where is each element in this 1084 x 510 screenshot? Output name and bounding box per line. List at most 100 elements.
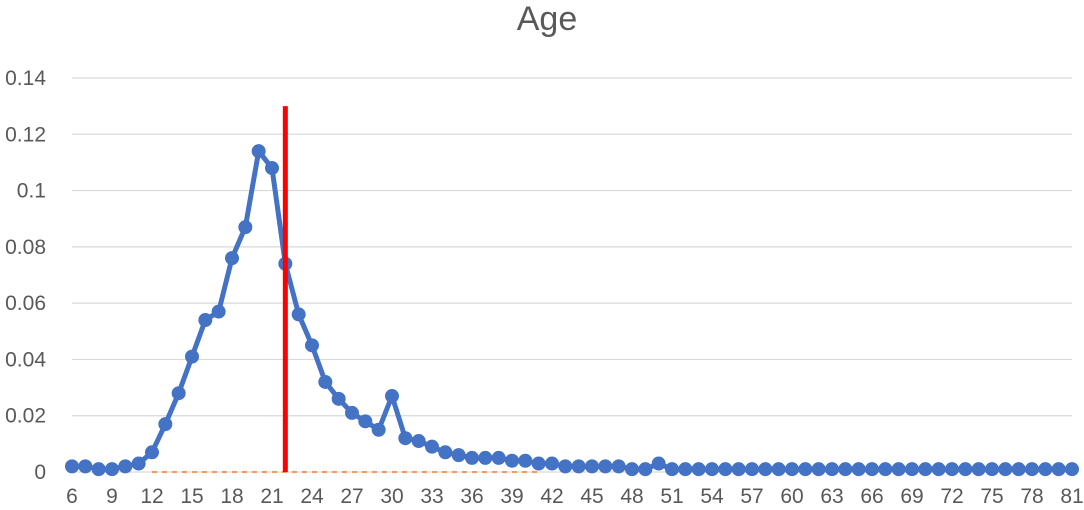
data-point [171,386,186,401]
data-point [291,307,306,322]
data-point [145,445,159,460]
y-tick-label: 0.1 [17,180,46,203]
data-point [638,462,653,477]
x-tick-label: 36 [460,485,483,508]
series-layer [65,144,1079,477]
data-point [731,462,746,477]
data-point [758,462,773,477]
x-tick-label: 63 [820,485,843,508]
data-point [851,462,866,477]
data-point [958,462,973,477]
data-point [465,450,479,465]
data-point [705,462,719,477]
y-tick-label: 0.02 [5,405,46,428]
data-point [611,459,626,474]
data-point [1051,462,1066,477]
data-point [185,349,199,364]
data-point [825,462,839,477]
data-point [318,374,333,389]
chart-title: Age [517,0,578,38]
x-tick-label: 69 [900,485,923,508]
x-tick-label: 39 [500,485,523,508]
y-tick-label: 0.14 [5,67,46,90]
data-point [371,422,386,437]
data-point [385,389,399,404]
data-point [798,462,813,477]
x-tick-label: 60 [780,485,803,508]
x-tick-label: 42 [540,485,563,508]
x-tick-label: 45 [580,485,603,508]
data-point [865,462,879,477]
data-point [678,462,693,477]
x-tick-label: 54 [700,485,724,508]
data-point [398,431,413,446]
x-tick-label: 81 [1060,485,1083,508]
data-point [1038,462,1053,477]
data-point [531,456,546,471]
x-tick-label: 57 [740,485,763,508]
data-point [585,459,599,474]
data-point [251,144,266,159]
data-point [411,434,426,449]
data-point [811,462,826,477]
x-tick-label: 18 [220,485,243,508]
data-point [691,462,706,477]
y-tick-label: 0.04 [5,348,46,371]
data-point [891,462,906,477]
data-point [158,417,173,432]
x-tick-label: 27 [340,485,363,508]
data-point [305,338,319,353]
grid-layer [72,77,1072,417]
x-tick-label: 6 [66,485,78,508]
x-tick-label: 30 [380,485,403,508]
x-tick-label: 24 [300,485,324,508]
data-point [211,304,226,319]
data-point [131,456,146,471]
data-point [971,462,986,477]
data-point [878,462,893,477]
data-point [451,448,466,463]
x-tick-label: 72 [940,485,963,508]
data-point [571,459,586,474]
x-tick-label: 21 [260,485,283,508]
y-tick-label: 0.08 [5,236,46,259]
x-tick-label: 78 [1020,485,1043,508]
x-tick-label: 12 [140,485,163,508]
x-tick-label: 15 [180,485,203,508]
data-point [438,445,453,460]
data-point [345,405,359,420]
data-point [425,439,439,454]
data-point [651,456,666,471]
data-point [491,450,506,465]
data-point [931,462,946,477]
data-point [238,220,253,235]
data-point [745,462,759,477]
x-tick-label: 51 [660,485,683,508]
data-point [545,456,559,471]
x-tick-label: 9 [106,485,118,508]
data-point [665,462,679,477]
data-point [1065,462,1079,477]
data-point [198,313,213,328]
y-tick-label: 0.12 [5,123,46,146]
data-point [558,459,573,474]
label-layer: 00.020.040.060.080.10.120.146 9 12 15 18 21 24… [5,67,1084,508]
y-tick-label: 0.06 [5,292,46,315]
data-point [105,462,119,477]
data-point [985,462,999,477]
data-point [265,161,279,176]
data-point [838,462,853,477]
data-point [771,462,786,477]
data-point [1025,462,1039,477]
x-tick-label: 75 [980,485,1003,508]
data-point [331,391,346,406]
data-point [785,462,799,477]
data-point [65,459,79,474]
data-point [945,462,959,477]
x-tick-label: 33 [420,485,443,508]
data-point [518,453,533,468]
data-point [358,414,373,429]
data-point [505,453,519,468]
